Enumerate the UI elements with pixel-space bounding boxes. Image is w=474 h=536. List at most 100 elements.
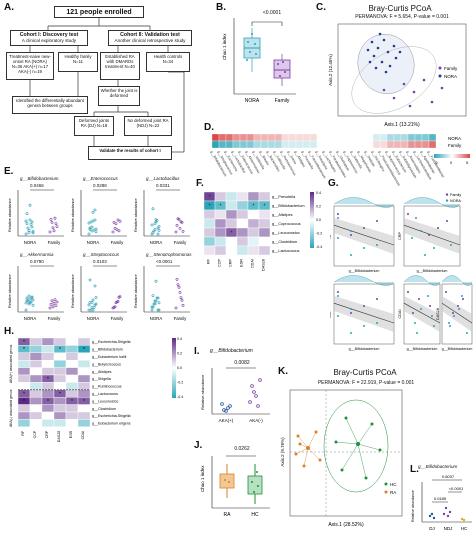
panel-e-point [116, 300, 120, 303]
panel-h-star: * [23, 340, 25, 346]
panel-e-point [116, 218, 120, 222]
panel-d-cell [316, 134, 325, 142]
panel-l-ylabel: Relative abundance [411, 490, 415, 522]
panel-h-cell [77, 374, 91, 383]
panel-l-p-low: 0.0185 [434, 496, 447, 501]
panel-e-point [50, 221, 54, 224]
panel-g-point [429, 305, 431, 307]
panel-e-point [31, 230, 35, 233]
flow-validate-box: Validate the results of cohort I [88, 146, 172, 160]
panel-e-point [87, 303, 91, 307]
panel-e-dotplot: Relative abundance NORA Family [134, 189, 190, 245]
panel-e-xtick: NORA [87, 316, 100, 321]
panel-f-col-label: RF [207, 258, 211, 264]
panel-h-row-label: g__Butyricicoccus [92, 362, 121, 366]
panel-f-cell [258, 191, 271, 202]
panel-g-point [411, 237, 413, 239]
panel-g-point [450, 244, 452, 246]
panel-e-point [118, 295, 122, 298]
panel-g-point [452, 312, 454, 314]
panel-e-point [88, 226, 92, 230]
panel-label-i: I. [194, 346, 200, 357]
panel-h-cell [65, 419, 79, 428]
panel-b-pvalue: <0.0001 [262, 10, 282, 16]
panel-g-point [420, 308, 422, 310]
panel-h-cell [41, 345, 55, 353]
panel-c-pcoa: Family NORA Axis.1 (13.21%) Axis.2 (12.4… [328, 23, 467, 128]
panel-h-cell [77, 411, 91, 420]
panel-j-boxplot: Chao 1 index RA HC [200, 455, 270, 518]
panel-e-point [156, 296, 160, 300]
panel-f-star: * [209, 204, 211, 210]
panel-g-ylabel: RF [330, 233, 332, 239]
panel-h-cell [41, 367, 55, 376]
panel-g-point [350, 312, 352, 314]
panel-e-point [49, 217, 53, 221]
panel-f-cell [247, 218, 260, 229]
flow-dj-box: Deformed joints RA (DJ) N=18 [74, 116, 114, 136]
panel-d-cell [351, 134, 360, 142]
panel-d-cell [260, 134, 269, 142]
panel-g-point [350, 234, 352, 236]
panel-d-cell [330, 134, 339, 142]
panel-e-ylabel: Relative abundance [8, 198, 12, 232]
panel-h-cell [53, 352, 67, 361]
panel-k-legend-ra: RA [390, 490, 396, 495]
panel-e-point [157, 308, 161, 312]
panel-f-row-label: g__Prevotella [272, 195, 296, 199]
panel-e-point [178, 227, 182, 230]
panel-f-col-label: CDAI [251, 259, 255, 268]
panel-label-k: K. [278, 366, 288, 377]
panel-d-cell [344, 134, 353, 142]
panel-e-point [25, 299, 29, 302]
panel-d-cell [253, 140, 262, 149]
panel-h-cell [53, 404, 67, 413]
panel-h-star: * [83, 347, 85, 353]
panel-h-cell [29, 367, 43, 376]
panel-f-col-label: ESR [240, 259, 244, 267]
panel-f-cell [258, 245, 271, 256]
panel-e-xtick: Family [111, 240, 125, 245]
panel-d-cell [239, 134, 248, 142]
panel-g-xlabel: g__Bifidobacterium [349, 269, 380, 273]
panel-g-point [412, 312, 414, 314]
panel-f-cell [214, 191, 227, 202]
panel-e-dotplot: Relative abundance NORA Family [134, 265, 190, 321]
panel-k-ylabel: Axis.2 (9.76%) [280, 437, 285, 467]
panel-f-row-label: g__Bifidobacterium [272, 204, 305, 208]
panel-g-point [431, 315, 433, 317]
panel-e-point [87, 232, 91, 236]
flowchart-connectors [29, 18, 185, 153]
panel-e-point [118, 219, 122, 223]
panel-d-cell [323, 140, 332, 149]
panel-e-xtick: Family [111, 316, 125, 321]
panel-g-point [337, 291, 339, 293]
panel-i-dotplot: Relative abundance AKA(+) AKA(-) [200, 367, 270, 423]
panel-h-cell [17, 352, 31, 361]
panel-h-col-label: DAS28 [57, 431, 61, 442]
panel-g-point [415, 217, 417, 219]
panel-d-cell [365, 140, 374, 149]
panel-l-p-top: 0.6037 [442, 474, 455, 479]
panel-b-boxplot: Chao 1 index NORA Family [222, 18, 296, 104]
panel-f-cell [236, 191, 249, 202]
panel-e-plot-pvalue: 0.0331 [156, 183, 170, 188]
panel-label-g: G. [328, 178, 339, 189]
panel-j-pvalue: 0.0262 [234, 446, 250, 452]
panel-h-cell [77, 337, 91, 346]
panel-d-cell [288, 134, 297, 142]
panel-j-xtick-ra: RA [224, 512, 232, 518]
panel-h-cell [53, 367, 67, 376]
panel-e-plot-title: g__Streptococcus [83, 252, 120, 257]
panel-e-plot-title: g__Akkermansia [20, 252, 54, 257]
flow-deformed-question: Whether the joint is deformed [98, 86, 140, 106]
panel-label-h: H. [4, 326, 14, 337]
panel-g-point [420, 230, 422, 232]
panel-e-point [174, 306, 178, 310]
panel-e-point [153, 228, 157, 231]
panel-g-ylabel: CRP [398, 232, 402, 240]
panel-c-stats: PERMANOVA: F = 5.654, P-value = 0.001 [355, 14, 449, 20]
panel-f-cell [203, 236, 216, 247]
panel-h-col-label: RF [21, 430, 25, 436]
panel-h-cell [17, 374, 31, 383]
